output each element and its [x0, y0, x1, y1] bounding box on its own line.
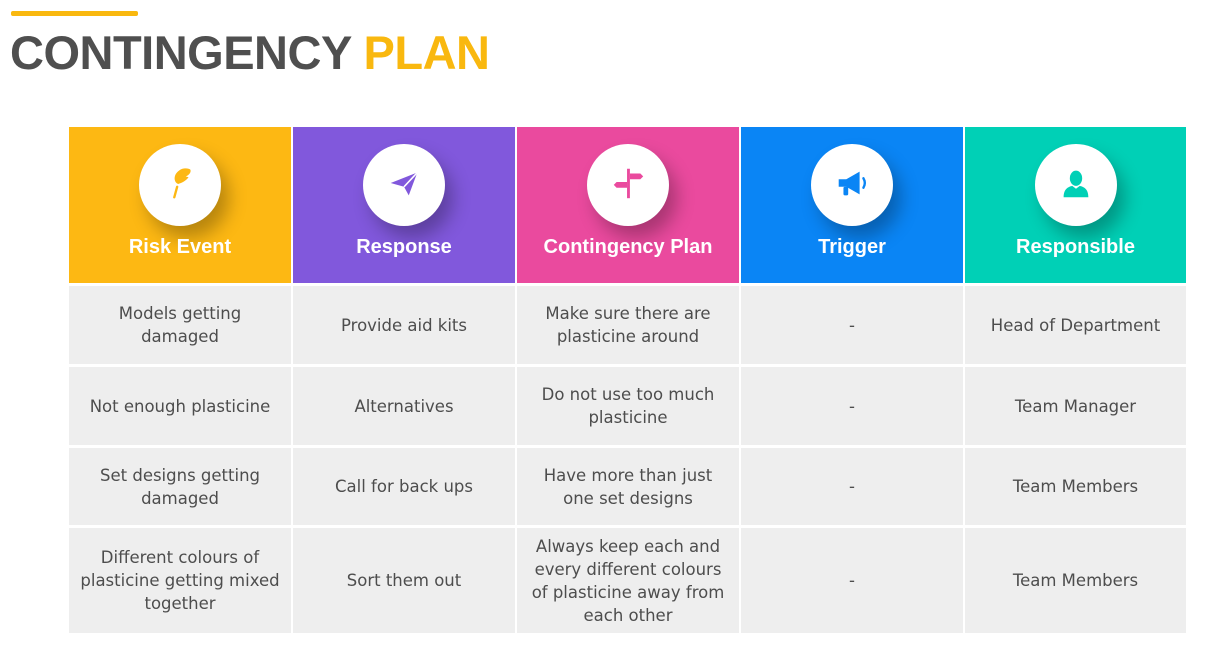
- table-cell: -: [741, 448, 963, 525]
- table-cell: Do not use too much plasticine: [517, 367, 739, 445]
- table-cell: Provide aid kits: [293, 286, 515, 364]
- table-cell: Team Manager: [965, 367, 1186, 445]
- header-label: Risk Event: [128, 236, 232, 258]
- header-label: Trigger: [818, 236, 886, 258]
- megaphone-icon: [833, 164, 871, 207]
- page-title: CONTINGENCY PLAN: [10, 26, 490, 80]
- header-label: Contingency Plan: [543, 236, 713, 258]
- icon-circle: [587, 144, 669, 226]
- table-cell: -: [741, 286, 963, 364]
- table-cell: Not enough plasticine: [69, 367, 291, 445]
- table-cell: Team Members: [965, 528, 1186, 633]
- header-response: Response: [293, 127, 515, 283]
- title-part-2: PLAN: [363, 26, 490, 79]
- header-label: Responsible: [1016, 236, 1135, 258]
- table-cell: Head of Department: [965, 286, 1186, 364]
- paper-plane-icon: [385, 164, 423, 207]
- table-cell: Have more than just one set designs: [517, 448, 739, 525]
- user-icon: [1057, 164, 1095, 207]
- table-cell: Sort them out: [293, 528, 515, 633]
- title-part-1: CONTINGENCY: [10, 26, 351, 79]
- table-cell: Set designs getting damaged: [69, 448, 291, 525]
- table-cell: -: [741, 367, 963, 445]
- table-cell: -: [741, 528, 963, 633]
- table-cell: Models getting damaged: [69, 286, 291, 364]
- table-cell: Always keep each and every different col…: [517, 528, 739, 633]
- header-label: Response: [356, 236, 452, 258]
- title-accent-bar: [11, 11, 138, 16]
- contingency-table: Risk Event Response Contingency Plan Tri…: [69, 127, 1186, 633]
- header-contingency-plan: Contingency Plan: [517, 127, 739, 283]
- table-cell: Different colours of plasticine getting …: [69, 528, 291, 633]
- icon-circle: [139, 144, 221, 226]
- table-cell: Team Members: [965, 448, 1186, 525]
- feather-icon: [161, 164, 199, 207]
- header-trigger: Trigger: [741, 127, 963, 283]
- table-cell: Call for back ups: [293, 448, 515, 525]
- icon-circle: [363, 144, 445, 226]
- signpost-icon: [609, 164, 647, 207]
- header-responsible: Responsible: [965, 127, 1186, 283]
- header-risk-event: Risk Event: [69, 127, 291, 283]
- table-cell: Make sure there are plasticine around: [517, 286, 739, 364]
- table-cell: Alternatives: [293, 367, 515, 445]
- icon-circle: [1034, 144, 1117, 226]
- icon-circle: [811, 144, 893, 226]
